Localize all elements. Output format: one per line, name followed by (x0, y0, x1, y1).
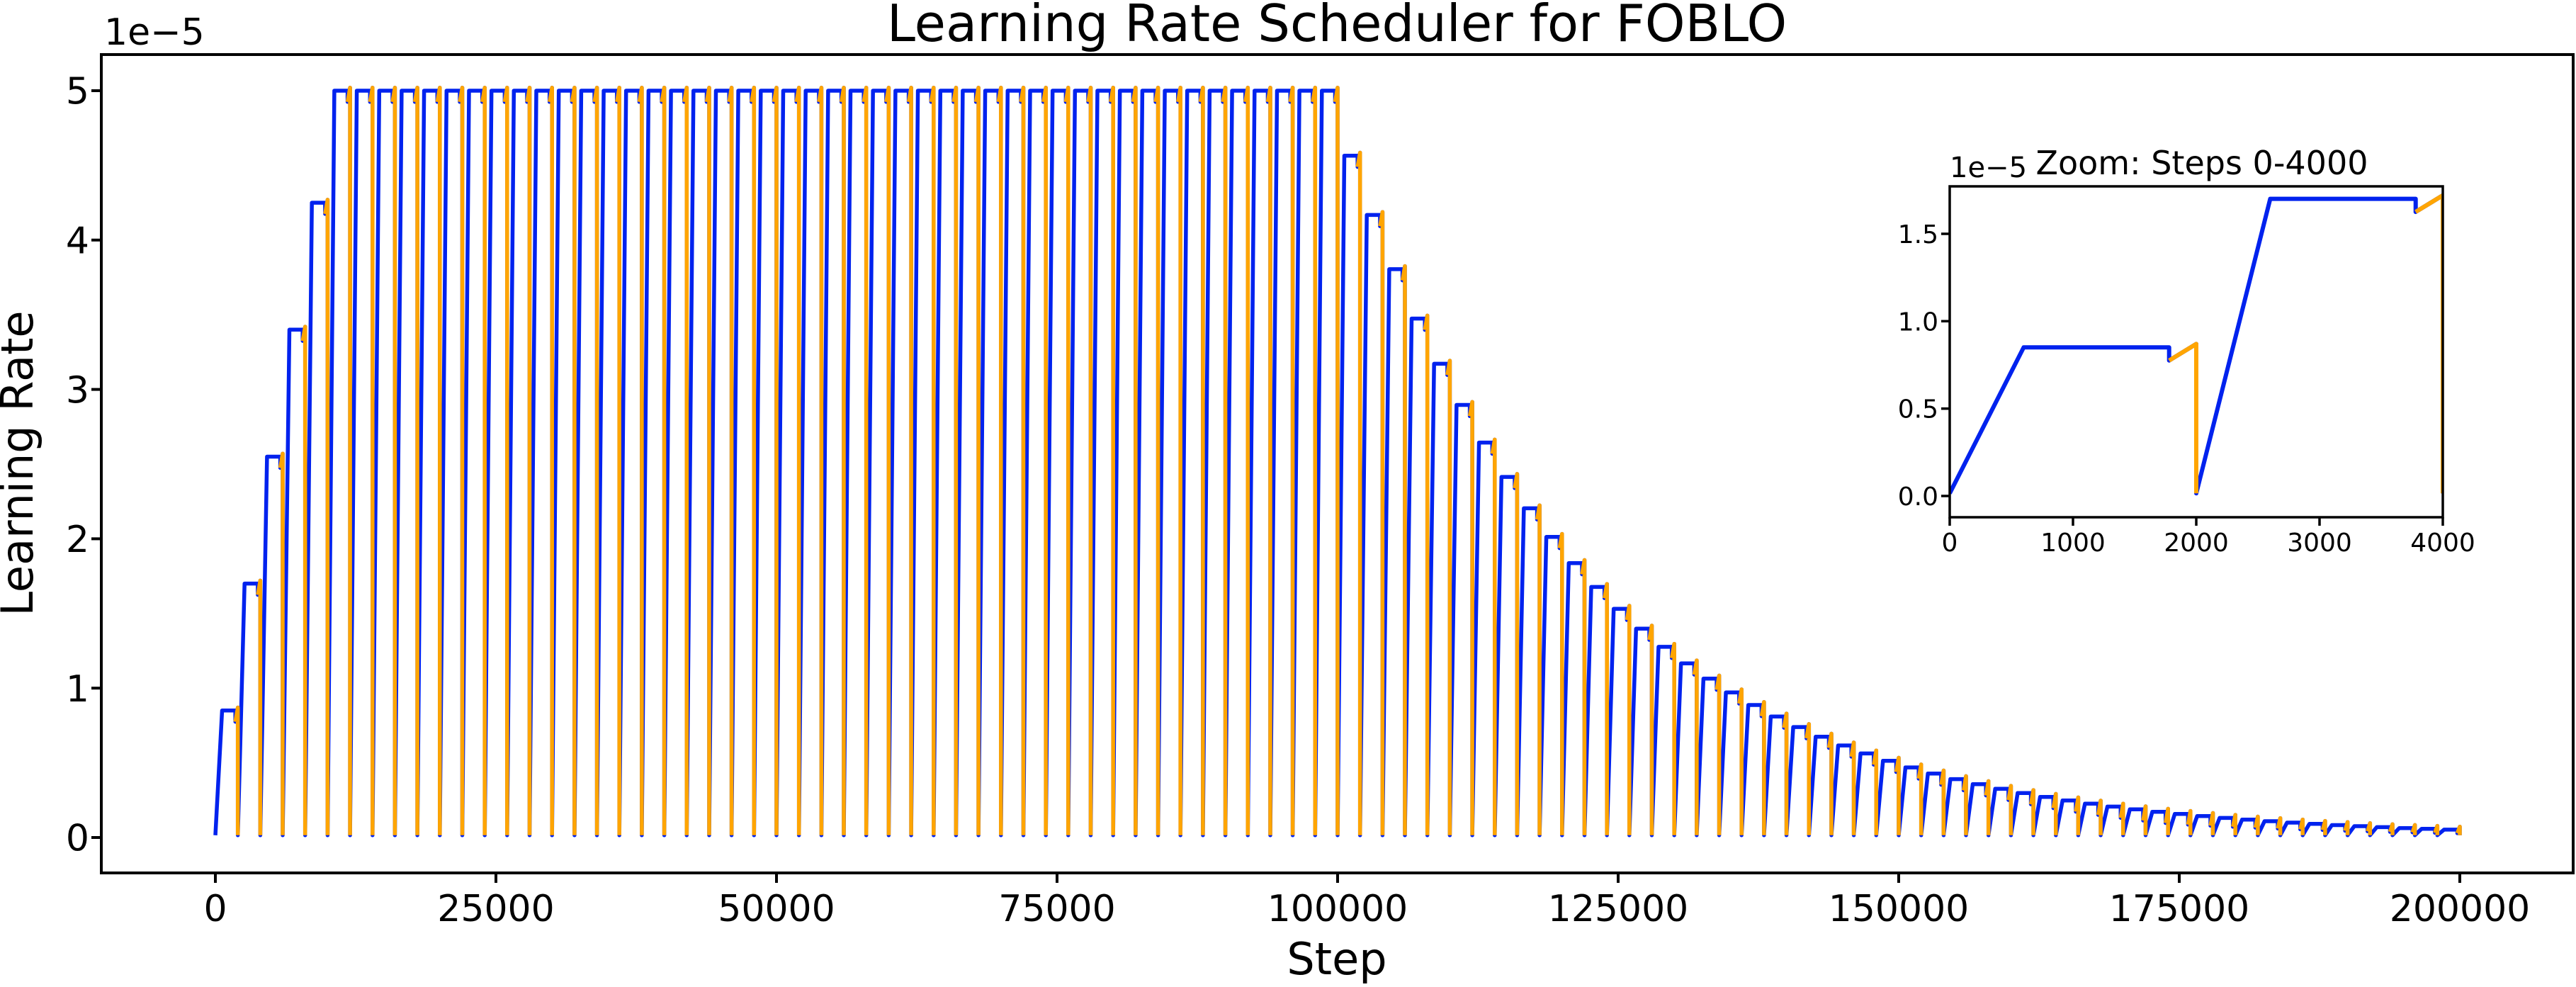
inset-y-axis-ticks: 0.0 0.5 1.0 1.5 (1898, 220, 1950, 512)
x-tick-label: 3000 (2287, 529, 2352, 558)
x-tick-label: 75000 (998, 888, 1115, 930)
x-tick-label: 0 (1942, 529, 1958, 558)
y-tick-label: 4 (66, 220, 89, 263)
inset-plot: 0 1000 2000 3000 4000 0.0 0.5 1.0 1.5 Zoom: Ste… (1898, 144, 2475, 558)
x-tick-label: 1000 (2040, 529, 2106, 558)
main-x-axis-ticks: 0 25000 50000 75000 100000 125000 150000 175000… (203, 873, 2530, 930)
x-tick-label: 175000 (2109, 888, 2250, 930)
y-tick-label: 0.5 (1898, 395, 1938, 424)
x-tick-label: 0 (203, 888, 227, 930)
inset-cycle-end-lr-line (2168, 193, 2443, 494)
x-tick-label: 50000 (718, 888, 835, 930)
chart-title: Learning Rate Scheduler for FOBLO (887, 0, 1787, 53)
main-y-offset-label: 1e−5 (104, 11, 205, 54)
inset-y-offset-label: 1e−5 (1950, 152, 2027, 184)
inset-title: Zoom: Steps 0-4000 (2036, 144, 2368, 182)
x-tick-label: 150000 (1829, 888, 1970, 930)
main-y-axis-ticks: 0 1 2 3 4 5 (66, 71, 101, 860)
y-tick-label: 2 (66, 519, 89, 561)
y-tick-label: 5 (66, 71, 89, 113)
x-tick-label: 200000 (2390, 888, 2531, 930)
x-axis-label: Step (1287, 933, 1386, 985)
x-tick-label: 125000 (1548, 888, 1689, 930)
y-tick-label: 1 (66, 668, 89, 711)
x-tick-label: 100000 (1267, 888, 1408, 930)
y-tick-label: 0.0 (1898, 483, 1938, 512)
series-cycle-end-lr-line (233, 86, 2462, 835)
x-tick-label: 4000 (2410, 529, 2475, 558)
y-axis-label: Learning Rate (0, 310, 43, 616)
y-tick-label: 1.5 (1898, 220, 1938, 249)
x-tick-label: 25000 (437, 888, 554, 930)
x-tick-label: 2000 (2164, 529, 2229, 558)
y-tick-label: 0 (66, 818, 89, 860)
y-tick-label: 3 (66, 369, 89, 412)
inset-x-axis-ticks: 0 1000 2000 3000 4000 (1942, 517, 2475, 558)
y-tick-label: 1.0 (1898, 308, 1938, 337)
